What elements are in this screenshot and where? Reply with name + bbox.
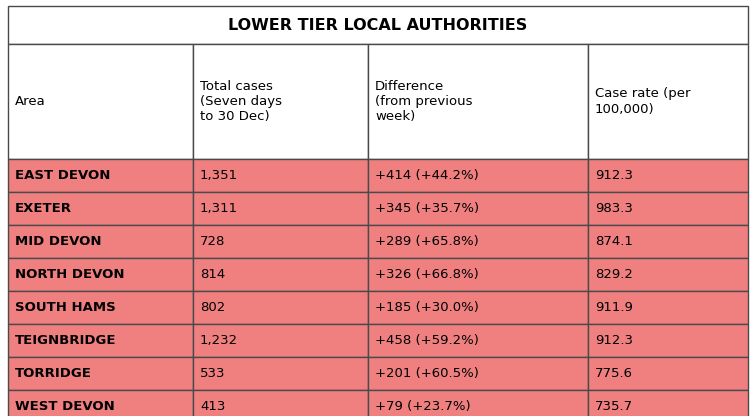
Bar [588,192,748,225]
Text: +79 (+23.7%): +79 (+23.7%) [375,400,471,413]
Bar [588,225,748,258]
Bar [8,357,193,390]
Bar [8,225,193,258]
Bar [193,225,368,258]
Bar [8,258,193,291]
Text: SOUTH HAMS: SOUTH HAMS [15,301,116,314]
Text: +414 (+44.2%): +414 (+44.2%) [375,169,478,182]
Text: +201 (+60.5%): +201 (+60.5%) [375,367,478,380]
Text: 829.2: 829.2 [595,268,633,281]
Bar [588,390,748,416]
Text: TORRIDGE: TORRIDGE [15,367,92,380]
Text: 1,351: 1,351 [200,169,238,182]
Text: 775.6: 775.6 [595,367,633,380]
Text: +458 (+59.2%): +458 (+59.2%) [375,334,478,347]
Text: 814: 814 [200,268,225,281]
Text: NORTH DEVON: NORTH DEVON [15,268,125,281]
Text: 912.3: 912.3 [595,334,633,347]
Text: 1,232: 1,232 [200,334,238,347]
Bar [8,324,193,357]
Text: EXETER: EXETER [15,202,72,215]
Bar [588,357,748,390]
Bar [193,357,368,390]
Bar [368,357,588,390]
Bar [8,44,193,159]
Bar [368,324,588,357]
Text: +185 (+30.0%): +185 (+30.0%) [375,301,478,314]
Text: Total cases
(Seven days
to 30 Dec): Total cases (Seven days to 30 Dec) [200,80,282,123]
Text: EAST DEVON: EAST DEVON [15,169,110,182]
Bar [368,225,588,258]
Text: 728: 728 [200,235,225,248]
Text: MID DEVON: MID DEVON [15,235,101,248]
Bar [8,159,193,192]
Bar [588,44,748,159]
Text: 983.3: 983.3 [595,202,633,215]
Bar [368,44,588,159]
Text: TEIGNBRIDGE: TEIGNBRIDGE [15,334,116,347]
Text: 912.3: 912.3 [595,169,633,182]
Text: Area: Area [15,95,46,108]
Bar [193,390,368,416]
Bar [8,6,748,44]
Bar [588,324,748,357]
Text: 1,311: 1,311 [200,202,238,215]
Bar [8,390,193,416]
Bar [8,291,193,324]
Text: WEST DEVON: WEST DEVON [15,400,115,413]
Bar [193,291,368,324]
Bar [588,258,748,291]
Text: 874.1: 874.1 [595,235,633,248]
Text: 413: 413 [200,400,225,413]
Bar [193,44,368,159]
Text: 533: 533 [200,367,226,380]
Text: +326 (+66.8%): +326 (+66.8%) [375,268,478,281]
Text: Difference
(from previous
week): Difference (from previous week) [375,80,472,123]
Bar [368,390,588,416]
Text: 802: 802 [200,301,225,314]
Bar [368,291,588,324]
Bar [193,324,368,357]
Bar [588,159,748,192]
Bar [368,159,588,192]
Text: LOWER TIER LOCAL AUTHORITIES: LOWER TIER LOCAL AUTHORITIES [228,17,528,32]
Bar [368,192,588,225]
Text: +345 (+35.7%): +345 (+35.7%) [375,202,479,215]
Bar [368,258,588,291]
Text: 911.9: 911.9 [595,301,633,314]
Bar [193,159,368,192]
Bar [193,192,368,225]
Bar [193,258,368,291]
Bar [8,192,193,225]
Bar [588,291,748,324]
Text: +289 (+65.8%): +289 (+65.8%) [375,235,478,248]
Text: 735.7: 735.7 [595,400,633,413]
Text: Case rate (per
100,000): Case rate (per 100,000) [595,87,691,116]
